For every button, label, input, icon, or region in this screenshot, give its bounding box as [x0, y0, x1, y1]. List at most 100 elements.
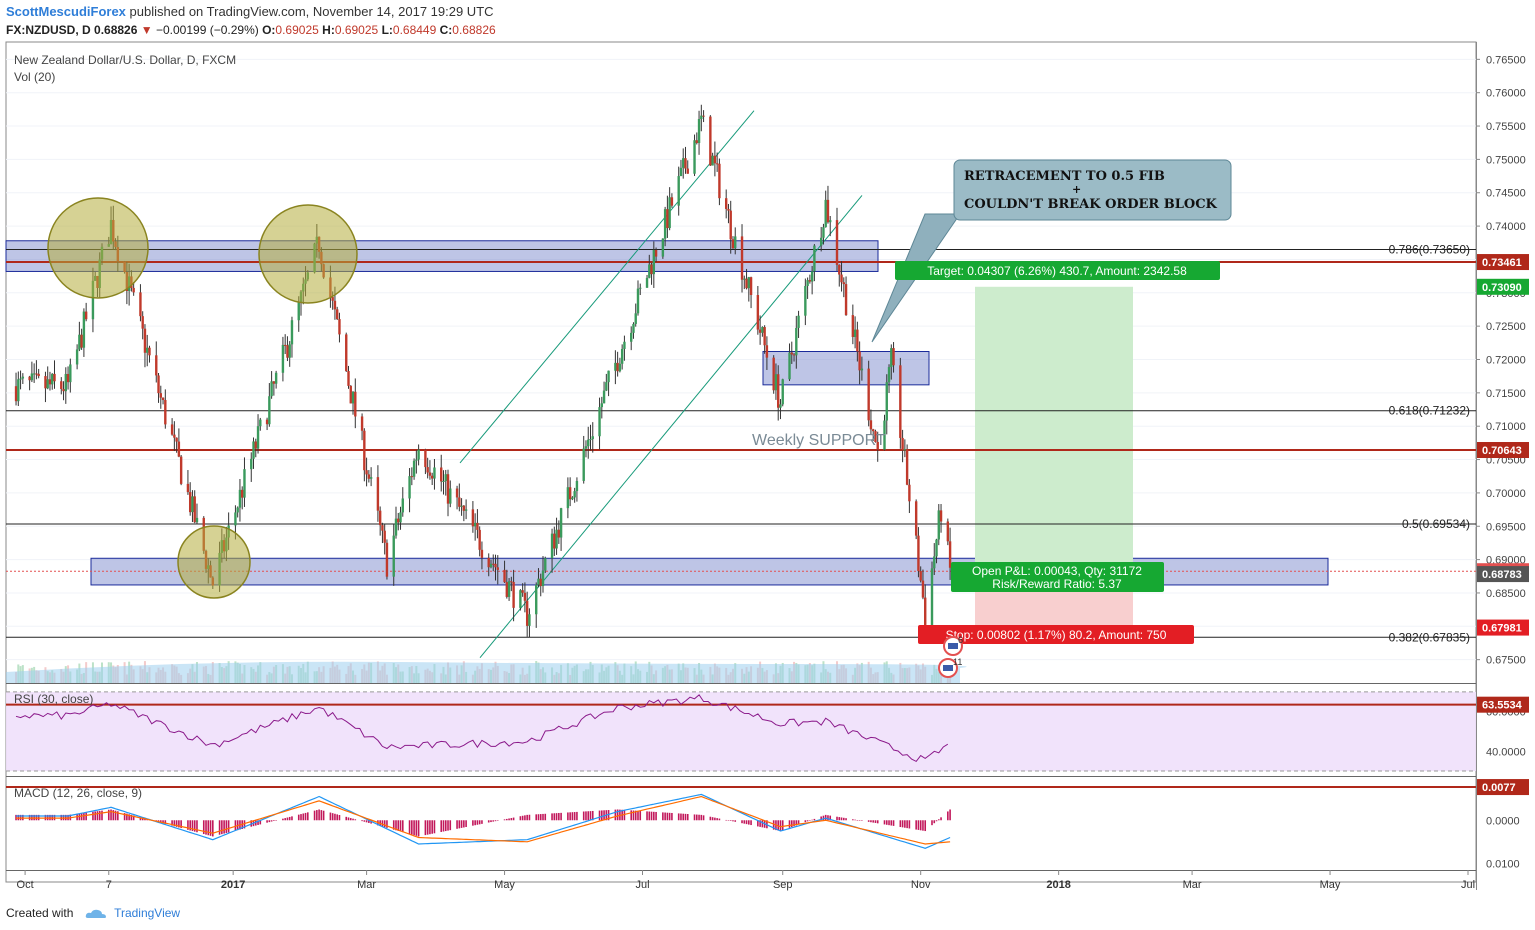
candle-body — [455, 488, 459, 498]
author-link[interactable]: ScottMescudiForex — [6, 4, 126, 19]
candle-body — [238, 489, 242, 508]
low-label: L: — [381, 23, 393, 37]
macd-hist-bar — [947, 811, 949, 821]
macd-hist-bar — [474, 820, 476, 826]
candle-body — [415, 459, 418, 461]
macd-hist-bar — [781, 820, 784, 831]
macd-hist-bar — [924, 820, 927, 832]
candle-body — [394, 518, 398, 536]
macd-hist-bar — [80, 813, 83, 821]
highlight-circle[interactable] — [177, 525, 251, 599]
candle-body — [351, 391, 355, 404]
candle-body — [623, 341, 626, 349]
macd-hist-bar — [790, 820, 793, 828]
candle-body — [188, 492, 192, 513]
candle-body — [763, 327, 766, 346]
candle-body — [829, 220, 832, 223]
target-zone[interactable] — [975, 286, 1133, 571]
candle-body — [157, 375, 160, 394]
fib-level-label: 0.382(0.67835) — [1389, 630, 1470, 644]
candle-body — [505, 582, 509, 597]
candle-body — [826, 199, 830, 223]
chart-canvas[interactable]: 0.76500 0.76000 0.75500 0.75000 0.74500 0.740… — [0, 0, 1535, 900]
candle-body — [496, 567, 499, 570]
macd-hist-bar — [221, 820, 223, 835]
rsi-line — [15, 694, 949, 763]
candle-body — [795, 327, 798, 356]
candle-body — [288, 344, 291, 358]
candle-body — [939, 510, 943, 522]
candle-body — [677, 176, 680, 206]
candle-body — [376, 477, 380, 511]
candle-body — [822, 227, 825, 238]
y-tick-label: 0.72000 — [1486, 354, 1526, 366]
macd-hist-bar — [132, 815, 135, 821]
macd-hist-bar — [904, 820, 906, 828]
candle-body — [397, 518, 400, 523]
annotation-callout[interactable]: RETRACEMENT TO 0.5 FIB+COULDN'T BREAK OR… — [871, 159, 1232, 343]
candle-body — [139, 292, 142, 317]
candle-body — [804, 285, 807, 316]
macd-hist-bar — [496, 820, 499, 821]
candle-body — [175, 437, 178, 442]
candle-body — [442, 481, 445, 483]
candle-body — [146, 347, 149, 353]
candle-body — [354, 391, 357, 417]
highlight-circle[interactable] — [258, 204, 358, 304]
candle-body — [473, 522, 477, 527]
candle-body — [360, 416, 364, 431]
candle-body — [525, 600, 529, 626]
rsi-tick-label: 40.0000 — [1486, 746, 1526, 758]
chart-title: New Zealand Dollar/U.S. Dollar, D, FXCM — [14, 53, 236, 67]
y-tick-label: 0.74500 — [1486, 188, 1526, 200]
macd-hist-bar — [472, 820, 474, 826]
candle-body — [876, 441, 879, 450]
tradingview-brand-link[interactable]: TradingView — [114, 906, 181, 920]
macd-hist-bar — [729, 820, 732, 821]
candle-body — [417, 449, 420, 460]
candle-body — [392, 535, 395, 577]
fib-level-label: 0.5(0.69534) — [1402, 517, 1470, 531]
candle-body — [869, 420, 873, 430]
macd-hist-bar — [189, 820, 191, 831]
macd-hist-bar — [734, 820, 737, 822]
candle-body — [761, 327, 764, 333]
macd-hist-bar — [917, 820, 920, 830]
candle-body — [758, 329, 762, 333]
candle-body — [80, 334, 83, 348]
macd-hist-bar — [935, 820, 938, 822]
order-block-zone[interactable] — [762, 350, 930, 386]
candle-body — [265, 419, 269, 425]
macd-hist-bar — [883, 820, 886, 825]
macd-hist-bar — [854, 819, 856, 821]
macd-hist-bar — [478, 820, 481, 825]
macd-hist-bar — [922, 820, 924, 831]
macd-hist-bar — [331, 813, 334, 821]
event-count: 6 — [958, 635, 963, 645]
candle-body — [600, 403, 604, 408]
macd-hist-bar — [684, 813, 687, 821]
open-label: O: — [262, 23, 276, 37]
macd-hist-bar — [175, 820, 178, 827]
candle-body — [338, 319, 341, 335]
candle-body — [349, 385, 352, 404]
highlight-circle[interactable] — [47, 197, 149, 299]
macd-hist-bar — [383, 820, 386, 828]
candle-body — [464, 509, 468, 511]
macd-hist-bar — [655, 811, 657, 821]
candle-body — [684, 158, 687, 169]
candle-body — [740, 236, 744, 280]
macd-hist-bar — [680, 813, 682, 821]
candle-body — [874, 431, 877, 442]
candle-body — [155, 355, 158, 376]
macd-title: MACD (12, 26, close, 9) — [14, 786, 142, 800]
candle-body — [424, 449, 427, 468]
macd-hist-bar — [187, 820, 189, 830]
candle-body — [492, 563, 495, 565]
x-tick-label: Sep — [773, 879, 793, 891]
macd-hist-bar — [528, 814, 531, 821]
macd-hist-bar — [569, 812, 571, 821]
candle-body — [250, 458, 253, 470]
channel-upper-line[interactable] — [459, 110, 755, 464]
candle-body — [539, 578, 542, 587]
